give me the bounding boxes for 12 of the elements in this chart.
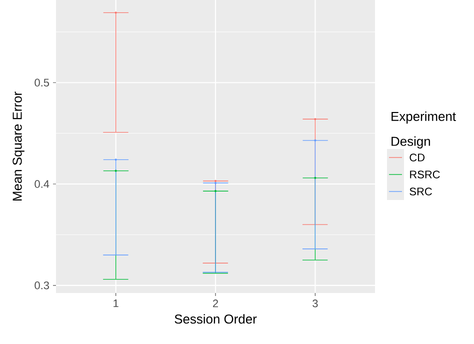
legend-title: Experiment Design [392,112,456,148]
legend-label: CD [410,154,425,162]
x-axis-title: Session Order [174,314,257,324]
legend-label: SRC [410,188,432,196]
x-tick-label: 3 [312,300,318,308]
y-tick-label: 0.4 [34,180,50,188]
y-axis-title: Mean Square Error [12,92,24,201]
y-tick-label: 0.3 [34,282,49,290]
legend-label: RSRC [410,170,440,178]
x-tick-label: 1 [114,300,118,308]
x-tick-label: 2 [213,300,218,308]
y-tick-label: 0.5 [34,78,50,87]
